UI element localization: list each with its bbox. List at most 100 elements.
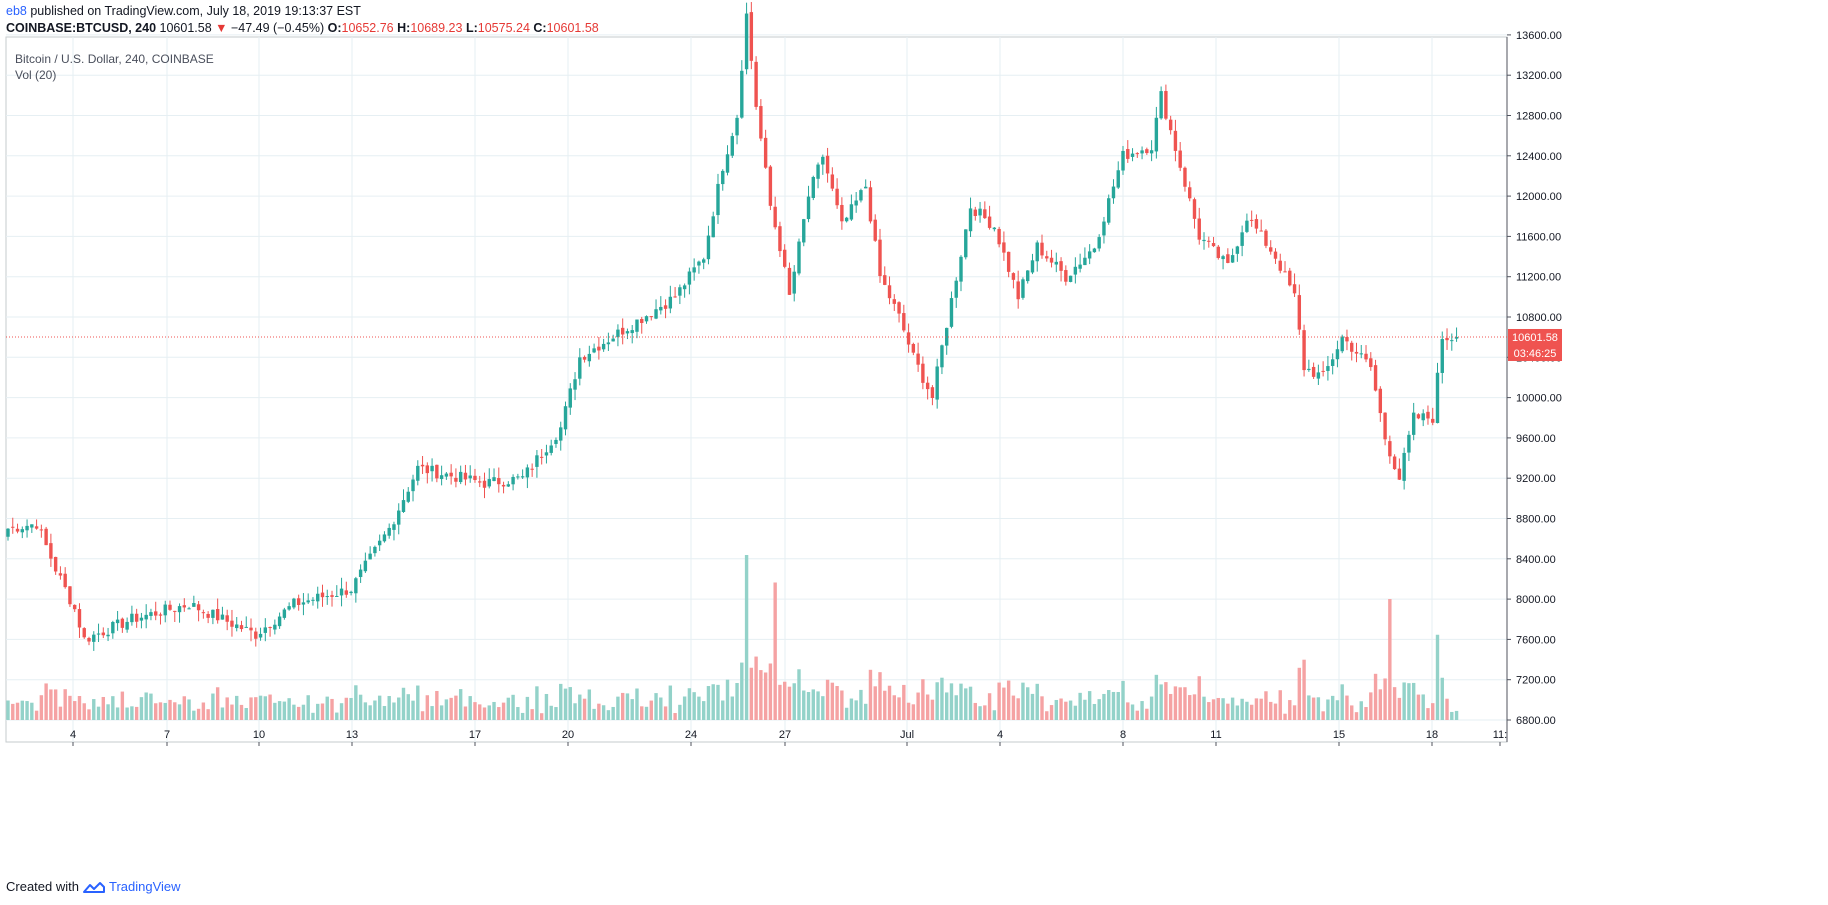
candle-body — [158, 614, 163, 616]
candle-body — [101, 632, 105, 636]
candle-body — [401, 500, 406, 512]
candle-body — [263, 627, 268, 633]
volume-bar — [1292, 705, 1297, 720]
candle-body — [1092, 248, 1097, 253]
candle-body — [816, 164, 820, 179]
x-tick-label: 27 — [779, 729, 791, 741]
volume-bar — [425, 695, 430, 720]
candle-body — [1359, 353, 1363, 355]
volume-bar — [1078, 692, 1082, 720]
volume-bar — [311, 712, 315, 720]
candle-body — [1216, 246, 1221, 258]
volume-bar — [182, 696, 187, 720]
volume-bar — [792, 683, 796, 720]
candle-body — [230, 620, 234, 627]
volume-bar — [868, 669, 873, 720]
volume-bar — [1068, 700, 1073, 720]
y-tick-label: 11600.00 — [1516, 231, 1561, 243]
candle-body — [68, 586, 72, 605]
volume-bar — [1116, 692, 1120, 720]
volume-bar — [1364, 707, 1368, 720]
volume-bar — [830, 682, 835, 720]
candle-body — [392, 524, 396, 530]
candle-body — [1369, 358, 1373, 368]
candle-body — [220, 614, 225, 620]
volume-bar — [473, 702, 477, 720]
candle-body — [749, 12, 754, 61]
volume-bar — [487, 705, 491, 720]
y-tick-label: 11200.00 — [1516, 272, 1561, 284]
y-tick-label: 12000.00 — [1516, 191, 1562, 203]
candle-body — [773, 206, 777, 228]
volume-bar — [840, 690, 844, 720]
volume-bar — [711, 684, 715, 720]
candle-body — [1207, 240, 1211, 242]
volume-bar — [806, 692, 811, 720]
volume-bar — [754, 656, 758, 720]
candle-body — [458, 471, 463, 483]
volume-bar — [377, 695, 382, 720]
tradingview-link[interactable]: TradingView — [108, 879, 181, 894]
publish-line: eb8 published on TradingView.com, July 1… — [6, 4, 361, 18]
volume-bar — [1311, 697, 1316, 720]
candle-body — [39, 529, 44, 531]
volume-bar — [787, 686, 792, 720]
close-label: C: — [533, 21, 547, 35]
volume-bar — [1121, 680, 1125, 720]
volume-bar — [1240, 698, 1244, 720]
candle-body — [1302, 330, 1306, 371]
volume-bar — [344, 697, 349, 720]
volume-bar — [392, 702, 396, 720]
y-tick-label: 9600.00 — [1516, 433, 1556, 445]
candle-body — [1183, 167, 1187, 187]
candle-body — [1335, 349, 1340, 360]
volume-bar — [1030, 693, 1035, 720]
volume-bar — [1154, 674, 1159, 720]
volume-bar — [582, 698, 587, 720]
candle-body — [1330, 359, 1335, 366]
volume-bar — [1173, 686, 1178, 720]
volume-bar — [1197, 676, 1201, 720]
candle-body — [835, 188, 839, 206]
candle-body — [1321, 370, 1325, 372]
candle-body — [358, 569, 363, 578]
volume-bar — [482, 707, 487, 720]
candle-body — [239, 625, 244, 630]
volume-bar — [6, 700, 10, 720]
volume-bar — [92, 699, 96, 720]
volume-bar — [616, 696, 620, 720]
volume-bar — [782, 681, 787, 720]
legend-indicator[interactable]: Vol (20) — [15, 68, 57, 82]
countdown-label-bg — [1508, 344, 1562, 361]
volume-bar — [44, 683, 48, 720]
y-tick-label: 8400.00 — [1516, 554, 1556, 566]
candle-body — [1345, 336, 1349, 342]
candle-body — [501, 484, 506, 487]
candle-body — [311, 599, 315, 601]
author-link[interactable]: eb8 — [6, 4, 27, 18]
candle-body — [535, 455, 539, 467]
candle-body — [554, 439, 558, 444]
candle-body — [1121, 150, 1125, 171]
candle-body — [196, 604, 201, 611]
volume-bar — [68, 695, 72, 720]
candle-body — [1230, 255, 1235, 263]
volume-bar — [1021, 682, 1025, 720]
candle-body — [768, 166, 773, 206]
y-tick-label: 6800.00 — [1516, 715, 1556, 727]
volume-bar — [468, 696, 472, 720]
volume-bar — [620, 692, 625, 720]
candle-body — [1164, 91, 1168, 119]
candle-body — [973, 209, 977, 216]
candle-body — [1059, 261, 1063, 271]
candle-body — [30, 524, 34, 528]
candle-body — [1431, 418, 1435, 423]
volume-bar — [1149, 696, 1154, 720]
candle-body — [1397, 468, 1402, 480]
volume-bar — [77, 696, 82, 720]
volume-bar — [1454, 710, 1459, 720]
footer: Created with TradingView — [6, 879, 181, 894]
volume-bar — [444, 699, 449, 720]
candle-body — [211, 609, 215, 618]
